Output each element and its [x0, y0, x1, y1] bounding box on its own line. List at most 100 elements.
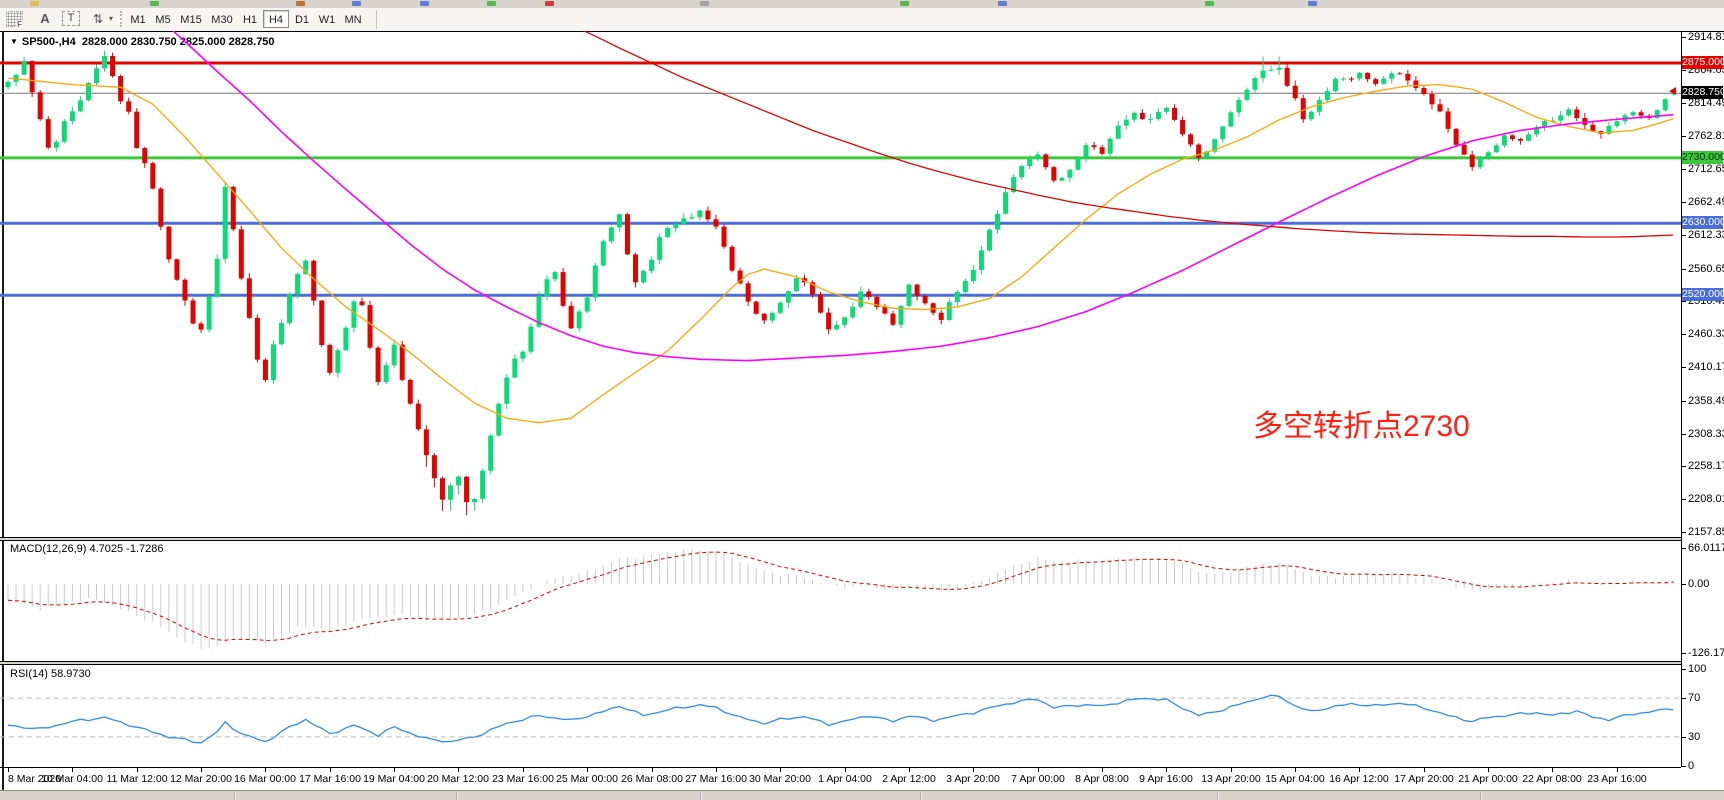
timeframe-button-m15[interactable]: M15 [180, 14, 202, 26]
macd-axis-tick [1682, 548, 1686, 549]
time-axis-tick [1102, 768, 1103, 772]
toolbar-separator [376, 10, 377, 29]
time-axis-label: 8 Apr 08:00 [1075, 773, 1129, 785]
price-level-badge: 2630.000 [1682, 216, 1724, 229]
time-axis-label: 3 Apr 20:00 [946, 773, 1000, 785]
clipped-icon-fragment [30, 1, 39, 6]
price-axis-label: 2157.850 [1688, 526, 1724, 538]
time-axis-tick [652, 768, 653, 772]
time-axis-tick [587, 768, 588, 772]
time-axis-label: 13 Apr 20:00 [1201, 773, 1261, 785]
price-axis-tick [1682, 103, 1686, 104]
price-axis-tick [1682, 301, 1686, 302]
price-axis-tick [1682, 269, 1686, 270]
price-axis-label: 2712.650 [1688, 163, 1724, 175]
time-axis-label: 27 Mar 16:00 [685, 773, 747, 785]
chart-left-border [2, 31, 4, 790]
time-axis-tick [523, 768, 524, 772]
rsi-axis-label: 30 [1688, 731, 1701, 743]
price-level-badge: 2520.000 [1682, 288, 1724, 301]
price-axis-tick [1682, 466, 1686, 467]
arrange-arrows-icon[interactable]: ⇅ [92, 12, 104, 26]
timeframe-button-m5[interactable]: M5 [155, 14, 171, 26]
time-axis-label: 17 Mar 16:00 [299, 773, 361, 785]
time-axis-tick [1552, 768, 1553, 772]
price-chart-canvas[interactable] [0, 31, 1681, 537]
price-axis-tick [1682, 401, 1686, 402]
time-axis-label: 23 Mar 16:00 [492, 773, 554, 785]
chart-toolbar: F A T ⇅ ▾ M1 M5 M15 M30 H1 H4 D1 W1 MN [0, 8, 1724, 32]
price-axis-tick [1682, 532, 1686, 533]
time-axis-label: 17 Apr 20:00 [1394, 773, 1454, 785]
status-bar-separator [234, 792, 236, 800]
price-axis-label: 2258.170 [1688, 460, 1724, 472]
price-axis-label: 2762.810 [1688, 130, 1724, 142]
time-axis-label: 30 Mar 20:00 [749, 773, 811, 785]
chart-title-caret-icon[interactable]: ▼ [10, 37, 18, 46]
macd-panel-canvas[interactable] [0, 541, 1681, 661]
current-price-badge: 2828.750 [1682, 86, 1724, 99]
status-bar-separator [1480, 792, 1482, 800]
price-axis-label: 2560.650 [1688, 263, 1724, 275]
time-axis-label: 2 Apr 12:00 [882, 773, 936, 785]
price-axis-tick [1682, 499, 1686, 500]
timeframe-button-d1[interactable]: D1 [294, 14, 310, 26]
time-axis-tick [137, 768, 138, 772]
clipped-icon-fragment [900, 1, 909, 6]
clipped-icon-fragment [545, 1, 554, 6]
rsi-axis-label: 100 [1688, 663, 1707, 675]
arrange-dropdown-caret-icon[interactable]: ▾ [108, 14, 113, 23]
rsi-panel-canvas[interactable] [0, 665, 1681, 767]
text-box-tool-icon[interactable]: T [62, 11, 80, 26]
time-axis-label: 16 Apr 12:00 [1329, 773, 1389, 785]
status-bar-separator [456, 792, 458, 800]
time-axis-label: 19 Mar 04:00 [363, 773, 425, 785]
time-axis-tick [8, 768, 9, 772]
price-level-badge: 2730.000 [1682, 151, 1724, 164]
price-axis-tick [1682, 136, 1686, 137]
clipped-icon-fragment [1308, 1, 1317, 6]
status-bar-separator [920, 792, 922, 800]
price-axis-label: 2208.010 [1688, 493, 1724, 505]
time-axis-label: 25 Mar 00:00 [556, 773, 618, 785]
panel-divider [0, 664, 1681, 665]
time-axis-tick [1488, 768, 1489, 772]
panel-divider [0, 540, 1681, 541]
macd-axis-label: 0.00 [1688, 578, 1710, 590]
time-axis-label: 20 Mar 12:00 [427, 773, 489, 785]
pattern-fill-icon[interactable]: F [6, 11, 23, 29]
price-axis-tick [1682, 334, 1686, 335]
panel-divider [0, 661, 1681, 662]
clipped-icon-fragment [296, 1, 305, 6]
time-axis-tick [780, 768, 781, 772]
macd-axis-tick [1682, 584, 1686, 585]
rsi-axis-label: 0 [1688, 760, 1695, 772]
rsi-axis-tick [1682, 669, 1686, 670]
macd-axis-label: -126.173 [1688, 647, 1724, 659]
time-axis-tick [1424, 768, 1425, 772]
time-axis-tick [458, 768, 459, 772]
timeframe-button-w1[interactable]: W1 [318, 14, 336, 26]
timeframe-button-h4[interactable]: H4 [263, 10, 289, 28]
timeframe-button-h1[interactable]: H1 [242, 14, 258, 26]
clipped-icon-fragment [998, 1, 1007, 6]
panel-gap [0, 662, 1681, 664]
time-axis-label: 26 Mar 08:00 [621, 773, 683, 785]
price-axis-line[interactable] [1681, 31, 1682, 767]
rsi-axis-label: 70 [1688, 692, 1701, 704]
timeframe-button-m30[interactable]: M30 [211, 14, 233, 26]
time-axis-label: 11 Mar 12:00 [106, 773, 168, 785]
toolbar-grip[interactable] [120, 11, 125, 27]
panel-divider [0, 767, 1681, 768]
timeframe-button-mn[interactable]: MN [344, 14, 362, 26]
timeframe-button-m1[interactable]: M1 [130, 14, 146, 26]
text-label-tool-icon[interactable]: A [40, 11, 50, 26]
chart-annotation-text: 多空转折点2730 [1253, 410, 1470, 443]
chart-symbol-period: SP500-,H4 [21, 36, 76, 48]
time-axis-tick [72, 768, 73, 772]
rsi-axis-tick [1682, 737, 1686, 738]
chart-ohlc-readout: 2828.000 2830.750 2825.000 2828.750 [81, 36, 275, 48]
time-axis-label: 12 Mar 20:00 [170, 773, 232, 785]
time-axis-label: 7 Apr 00:00 [1011, 773, 1065, 785]
panel-gap [0, 538, 1681, 540]
